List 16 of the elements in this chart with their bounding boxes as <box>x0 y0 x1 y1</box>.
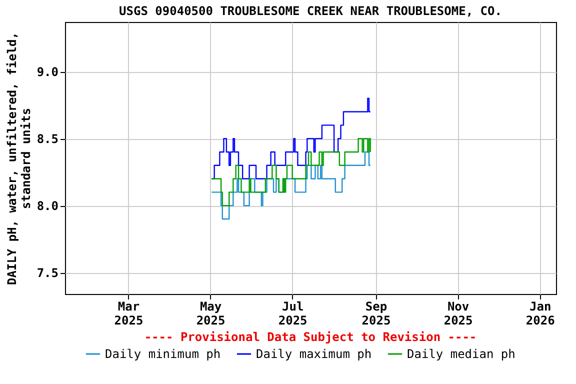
legend-label: Daily median ph <box>407 347 516 361</box>
legend-label: Daily minimum ph <box>105 347 221 361</box>
y-tick-label: 9.0 <box>36 65 58 80</box>
x-tick-label: Mar 2025 <box>114 300 144 328</box>
x-tick-label: Sep 2025 <box>362 300 391 328</box>
text: ---- Provisional Data Subject to Revision ---- <box>144 330 477 344</box>
x-tick-label: Nov 2025 <box>444 300 473 328</box>
y-tick-label: 8.5 <box>36 132 58 146</box>
chart-title: USGS 09040500 TROUBLESOME CREEK NEAR TROUBLESOME, CO. <box>119 4 502 18</box>
x-tick-label: May 2025 <box>196 300 226 328</box>
x-tick-label: Jan 2026 <box>526 300 555 328</box>
x-tick-label: Jul 2025 <box>278 300 308 328</box>
legend-label: Daily maximum ph <box>256 347 372 361</box>
y-tick-label: 8.0 <box>36 199 58 214</box>
y-axis-title: DAILY pH, water, unfiltered, field, standard units <box>4 32 33 285</box>
y-tick-label: 7.5 <box>36 266 58 280</box>
